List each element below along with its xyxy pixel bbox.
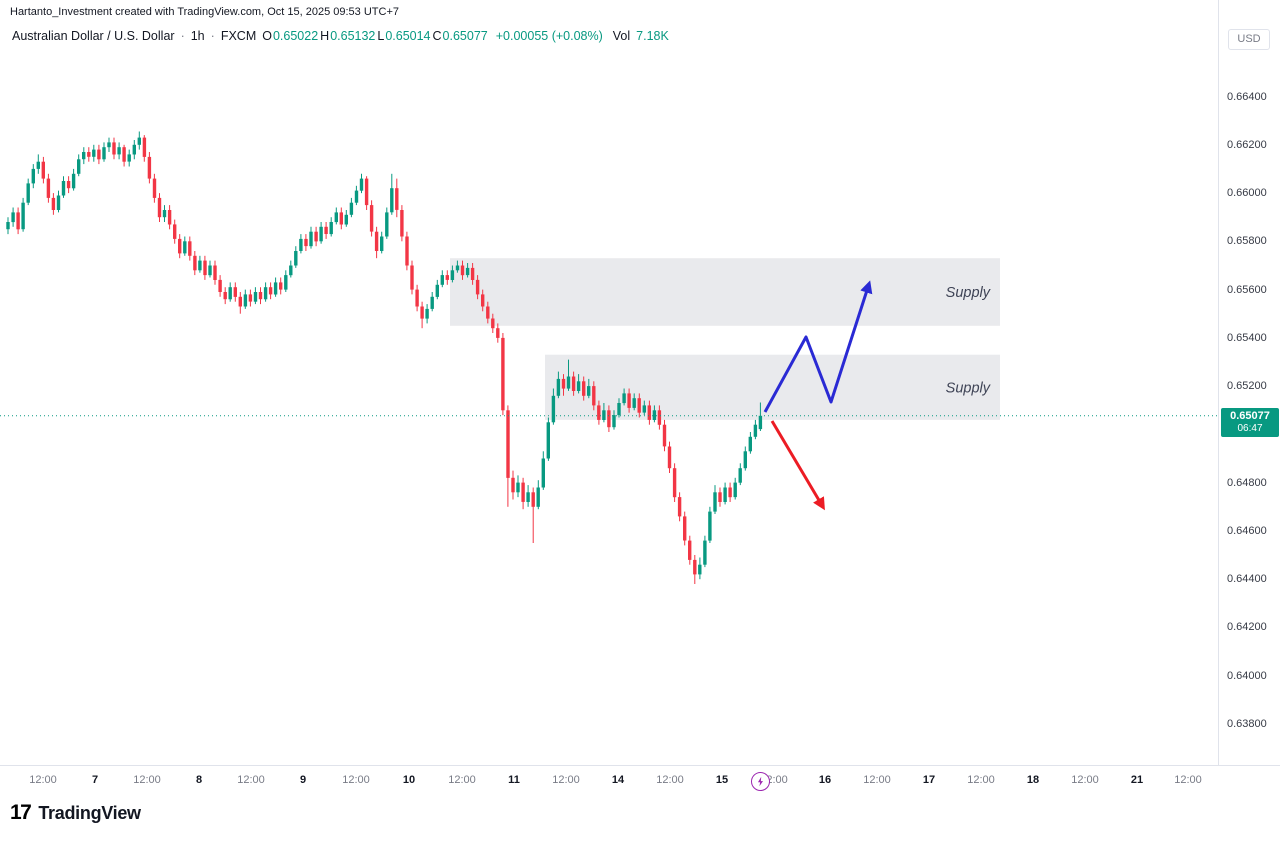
candlestick-chart[interactable]: Supply Supply — [0, 0, 1218, 765]
time-tick-label: 12:00 — [863, 774, 891, 786]
price-tick-label: 0.65600 — [1227, 283, 1267, 296]
last-price-value: 0.65077 — [1230, 410, 1270, 422]
chart-legend: Australian Dollar / U.S. Dollar · 1h · F… — [12, 29, 669, 43]
price-tick-label: 0.64800 — [1227, 476, 1267, 489]
time-tick-label: 12:00 — [1174, 774, 1202, 786]
tradingview-logo-icon[interactable]: 17 — [10, 801, 32, 824]
time-tick-label: 10 — [402, 774, 416, 786]
footer: 17 TradingView — [10, 801, 141, 825]
time-tick-label: 7 — [91, 774, 99, 786]
price-tick-label: 0.64000 — [1227, 669, 1267, 682]
ohlc-values: O0.65022 H0.65132 L0.65014 C0.65077 — [262, 29, 490, 43]
ohlc-item: L0.65014 — [377, 29, 431, 43]
time-tick-label: 17 — [922, 774, 936, 786]
time-tick-label: 9 — [299, 774, 307, 786]
price-tick-label: 0.65400 — [1227, 331, 1267, 344]
exchange-label: FXCM — [220, 29, 257, 43]
tradingview-logo-text[interactable]: TradingView — [38, 802, 141, 823]
time-tick-label: 16 — [818, 774, 832, 786]
price-tick-label: 0.63800 — [1227, 718, 1267, 730]
time-tick-label: 12:00 — [237, 774, 265, 786]
price-tick-label: 0.64400 — [1227, 573, 1267, 586]
time-tick-label: 12:00 — [448, 774, 476, 786]
last-price-badge: 0.65077 06:47 — [1221, 408, 1279, 438]
change-value: +0.00055 (+0.08%) — [495, 29, 603, 43]
ohlc-item: O0.65022 — [262, 29, 319, 43]
volume-value: 7.18K — [636, 29, 669, 43]
time-axis[interactable]: 12:00 7 12:00 8 12:00 9 12:00 10 12:00 11 12:00 14 1… — [0, 765, 1280, 795]
price-tick-label: 0.65800 — [1227, 235, 1267, 248]
time-tick-label: 12:00 — [133, 774, 161, 786]
time-tick-label: 14 — [611, 774, 625, 786]
trend-arrow[interactable] — [763, 280, 873, 413]
interval-label[interactable]: 1h — [190, 29, 205, 43]
time-tick-label: 12:00 — [656, 774, 684, 786]
time-tick-label: 8 — [195, 774, 203, 786]
price-tick-label: 0.64200 — [1227, 621, 1267, 634]
time-tick-label: 12:00 — [967, 774, 995, 786]
economic-event-icon[interactable] — [751, 772, 770, 791]
supply-zone-label: Supply — [946, 285, 991, 301]
time-tick-label: 11 — [508, 774, 520, 786]
symbol-title[interactable]: Australian Dollar / U.S. Dollar — [12, 29, 175, 43]
ohlc-item: C0.65077 — [432, 29, 488, 43]
price-tick-label: 0.66000 — [1227, 187, 1267, 200]
time-tick-label: 12:00 — [1071, 774, 1099, 786]
currency-button[interactable]: USD — [1228, 29, 1270, 50]
price-tick-label: 0.66400 — [1227, 90, 1267, 103]
price-axis[interactable]: USD 0.66400 0.66200 0.66000 0.65800 0.65600 0… — [1218, 0, 1280, 790]
volume-label: Vol — [612, 29, 631, 43]
attribution-text: Hartanto_Investment created with Trading… — [10, 6, 399, 18]
time-tick-label: 12:00 — [552, 774, 580, 786]
legend-separator: · — [180, 29, 185, 43]
supply-zone-label: Supply — [946, 380, 991, 396]
time-tick-label: 12:00 — [29, 774, 57, 786]
legend-separator: · — [210, 29, 215, 43]
price-tick-label: 0.65200 — [1227, 380, 1267, 393]
price-tick-label: 0.66200 — [1227, 138, 1267, 151]
bar-countdown: 06:47 — [1237, 422, 1263, 434]
time-tick-label: 12:00 — [342, 774, 370, 786]
supply-zone[interactable] — [450, 258, 1000, 326]
candlestick-series[interactable] — [6, 131, 763, 585]
time-tick-label: 21 — [1130, 774, 1144, 786]
trend-arrow[interactable] — [770, 420, 825, 511]
lightning-icon — [757, 776, 764, 787]
time-tick-label: 18 — [1026, 774, 1040, 786]
price-tick-label: 0.64600 — [1227, 524, 1267, 537]
supply-zone[interactable] — [545, 354, 1000, 420]
time-tick-label: 15 — [715, 774, 729, 786]
ohlc-item: H0.65132 — [320, 29, 376, 43]
